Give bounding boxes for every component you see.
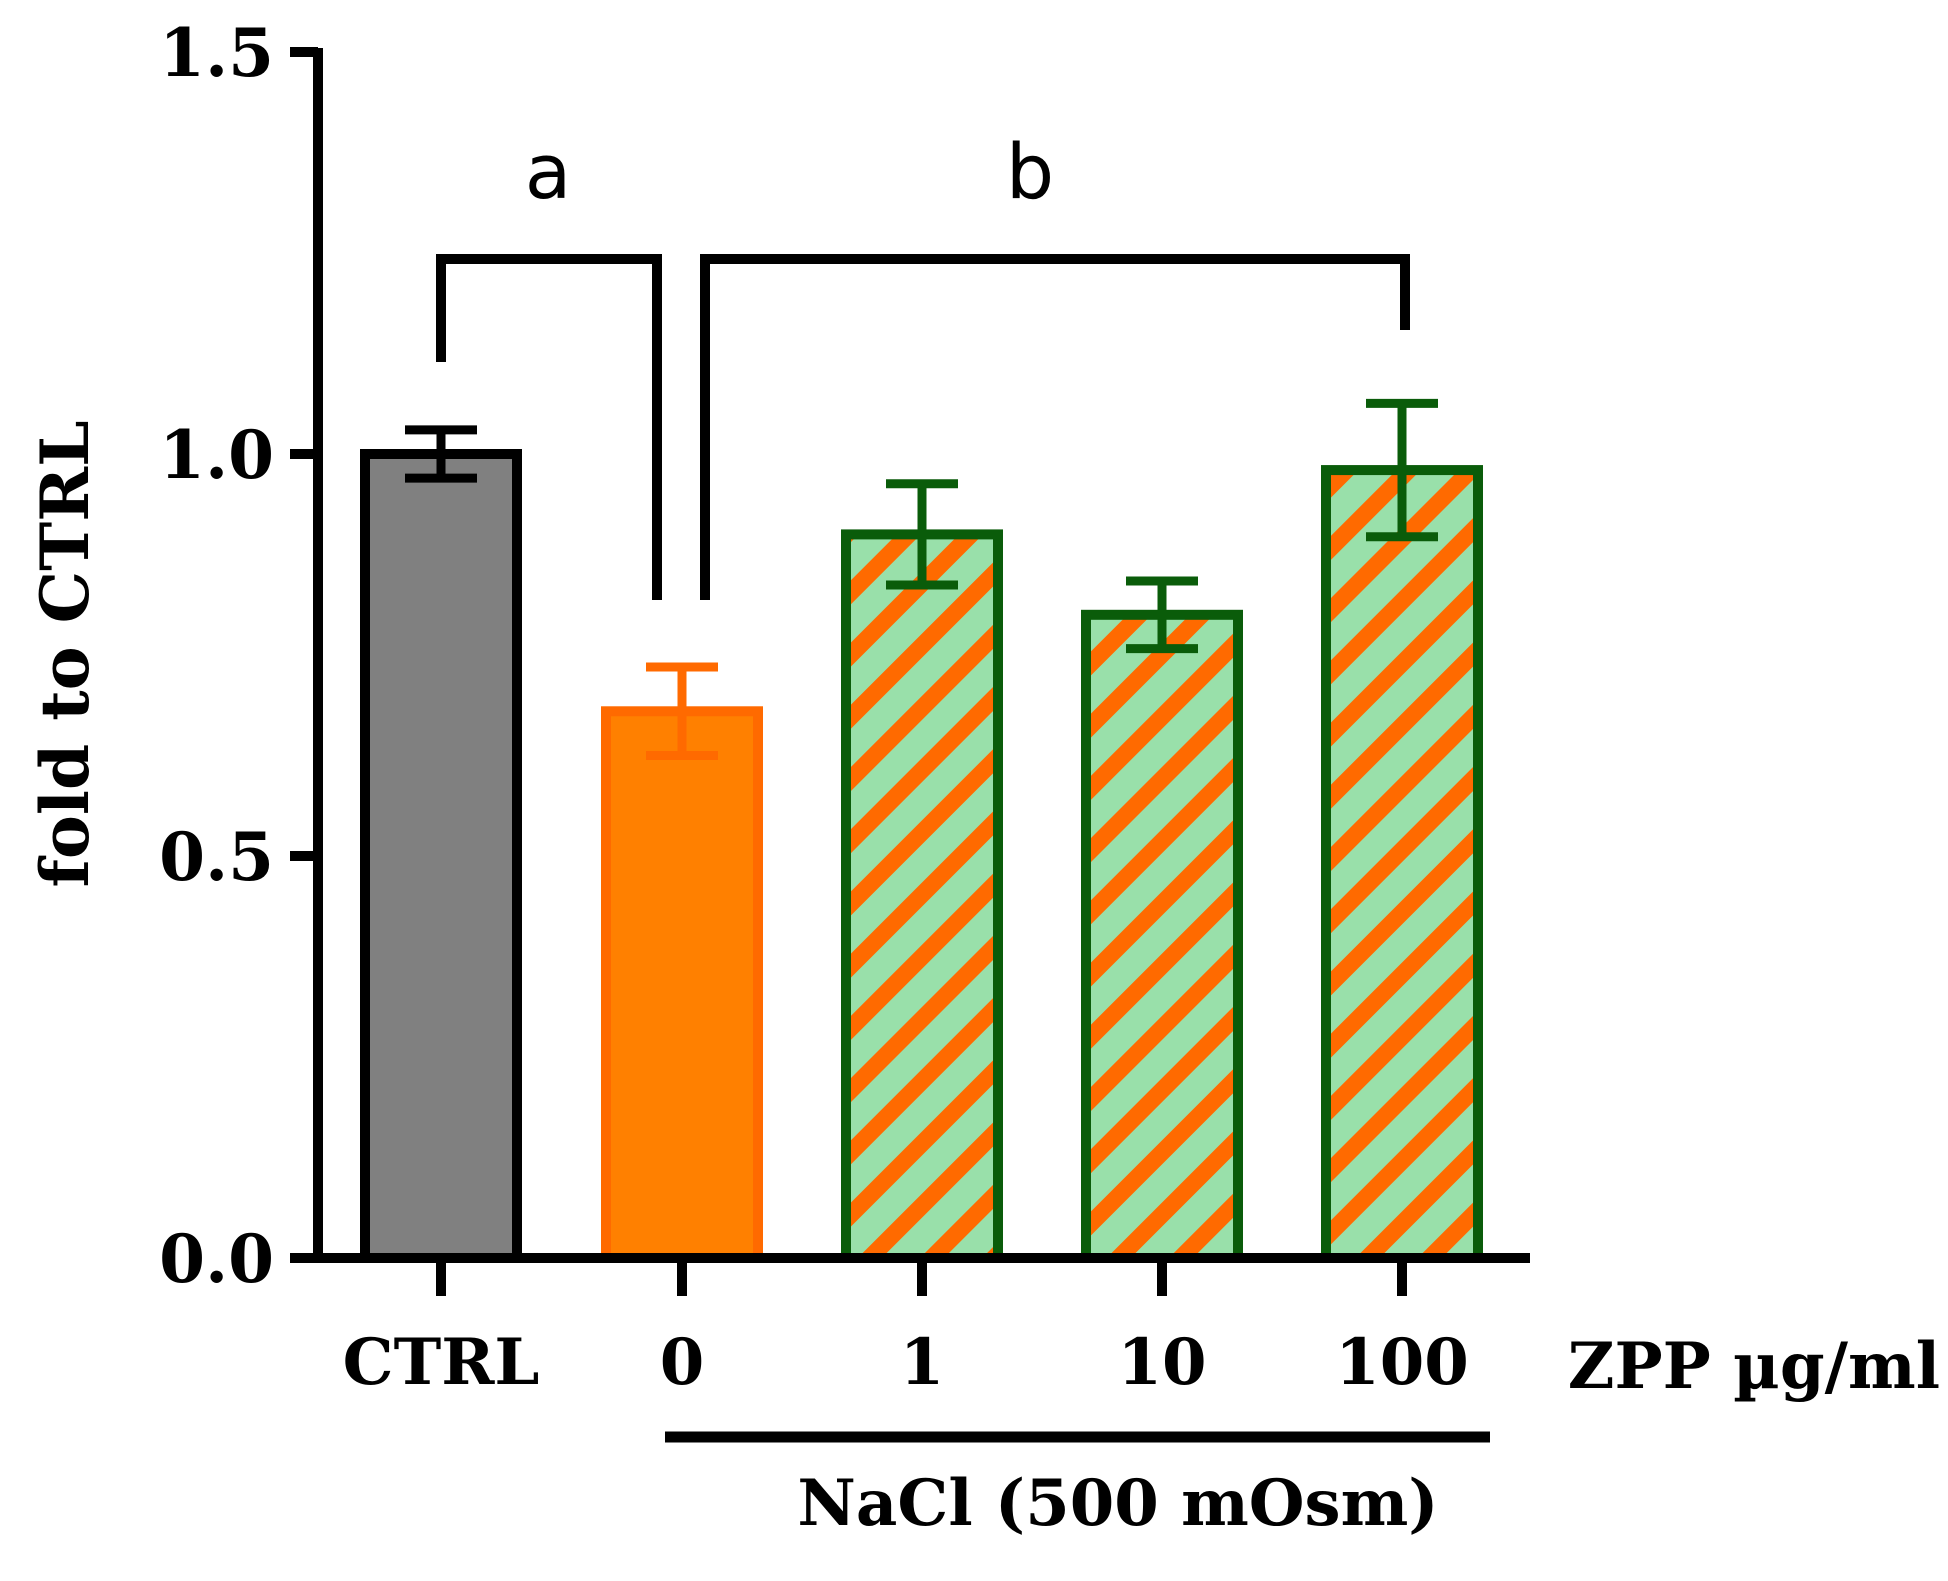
bar-0 bbox=[601, 706, 763, 1263]
annotation-a: a bbox=[525, 127, 572, 216]
x-tick-label: 0 bbox=[660, 1325, 705, 1400]
bracket-a bbox=[436, 254, 662, 600]
bracket-b bbox=[700, 254, 1410, 600]
x-axis-unit-label: ZPP µg/ml bbox=[1568, 1329, 1940, 1404]
bar-10 bbox=[1081, 609, 1243, 1263]
bar-100 bbox=[1321, 465, 1483, 1263]
bars-layer bbox=[360, 398, 1483, 1263]
x-tick-label: CTRL bbox=[343, 1325, 540, 1400]
axes-layer: 0.0 0.5 1.0 1.5 CTRL 0 1 10 100 bbox=[159, 14, 1530, 1443]
annotation-b: b bbox=[1006, 127, 1054, 216]
y-axis-label: fold to CTRL bbox=[26, 421, 104, 888]
group-label: NaCl (500 mOsm) bbox=[797, 1466, 1438, 1541]
bar-1 bbox=[841, 529, 1003, 1263]
bar-CTRL bbox=[360, 449, 522, 1263]
y-tick-label: 1.5 bbox=[159, 14, 274, 92]
y-tick-label: 0.5 bbox=[159, 818, 274, 896]
y-tick-label: 0.0 bbox=[159, 1220, 274, 1298]
x-tick-label: 10 bbox=[1117, 1325, 1206, 1400]
y-tick-label: 1.0 bbox=[159, 416, 274, 494]
x-tick-label: 100 bbox=[1335, 1325, 1469, 1400]
x-tick-label: 1 bbox=[900, 1325, 945, 1400]
